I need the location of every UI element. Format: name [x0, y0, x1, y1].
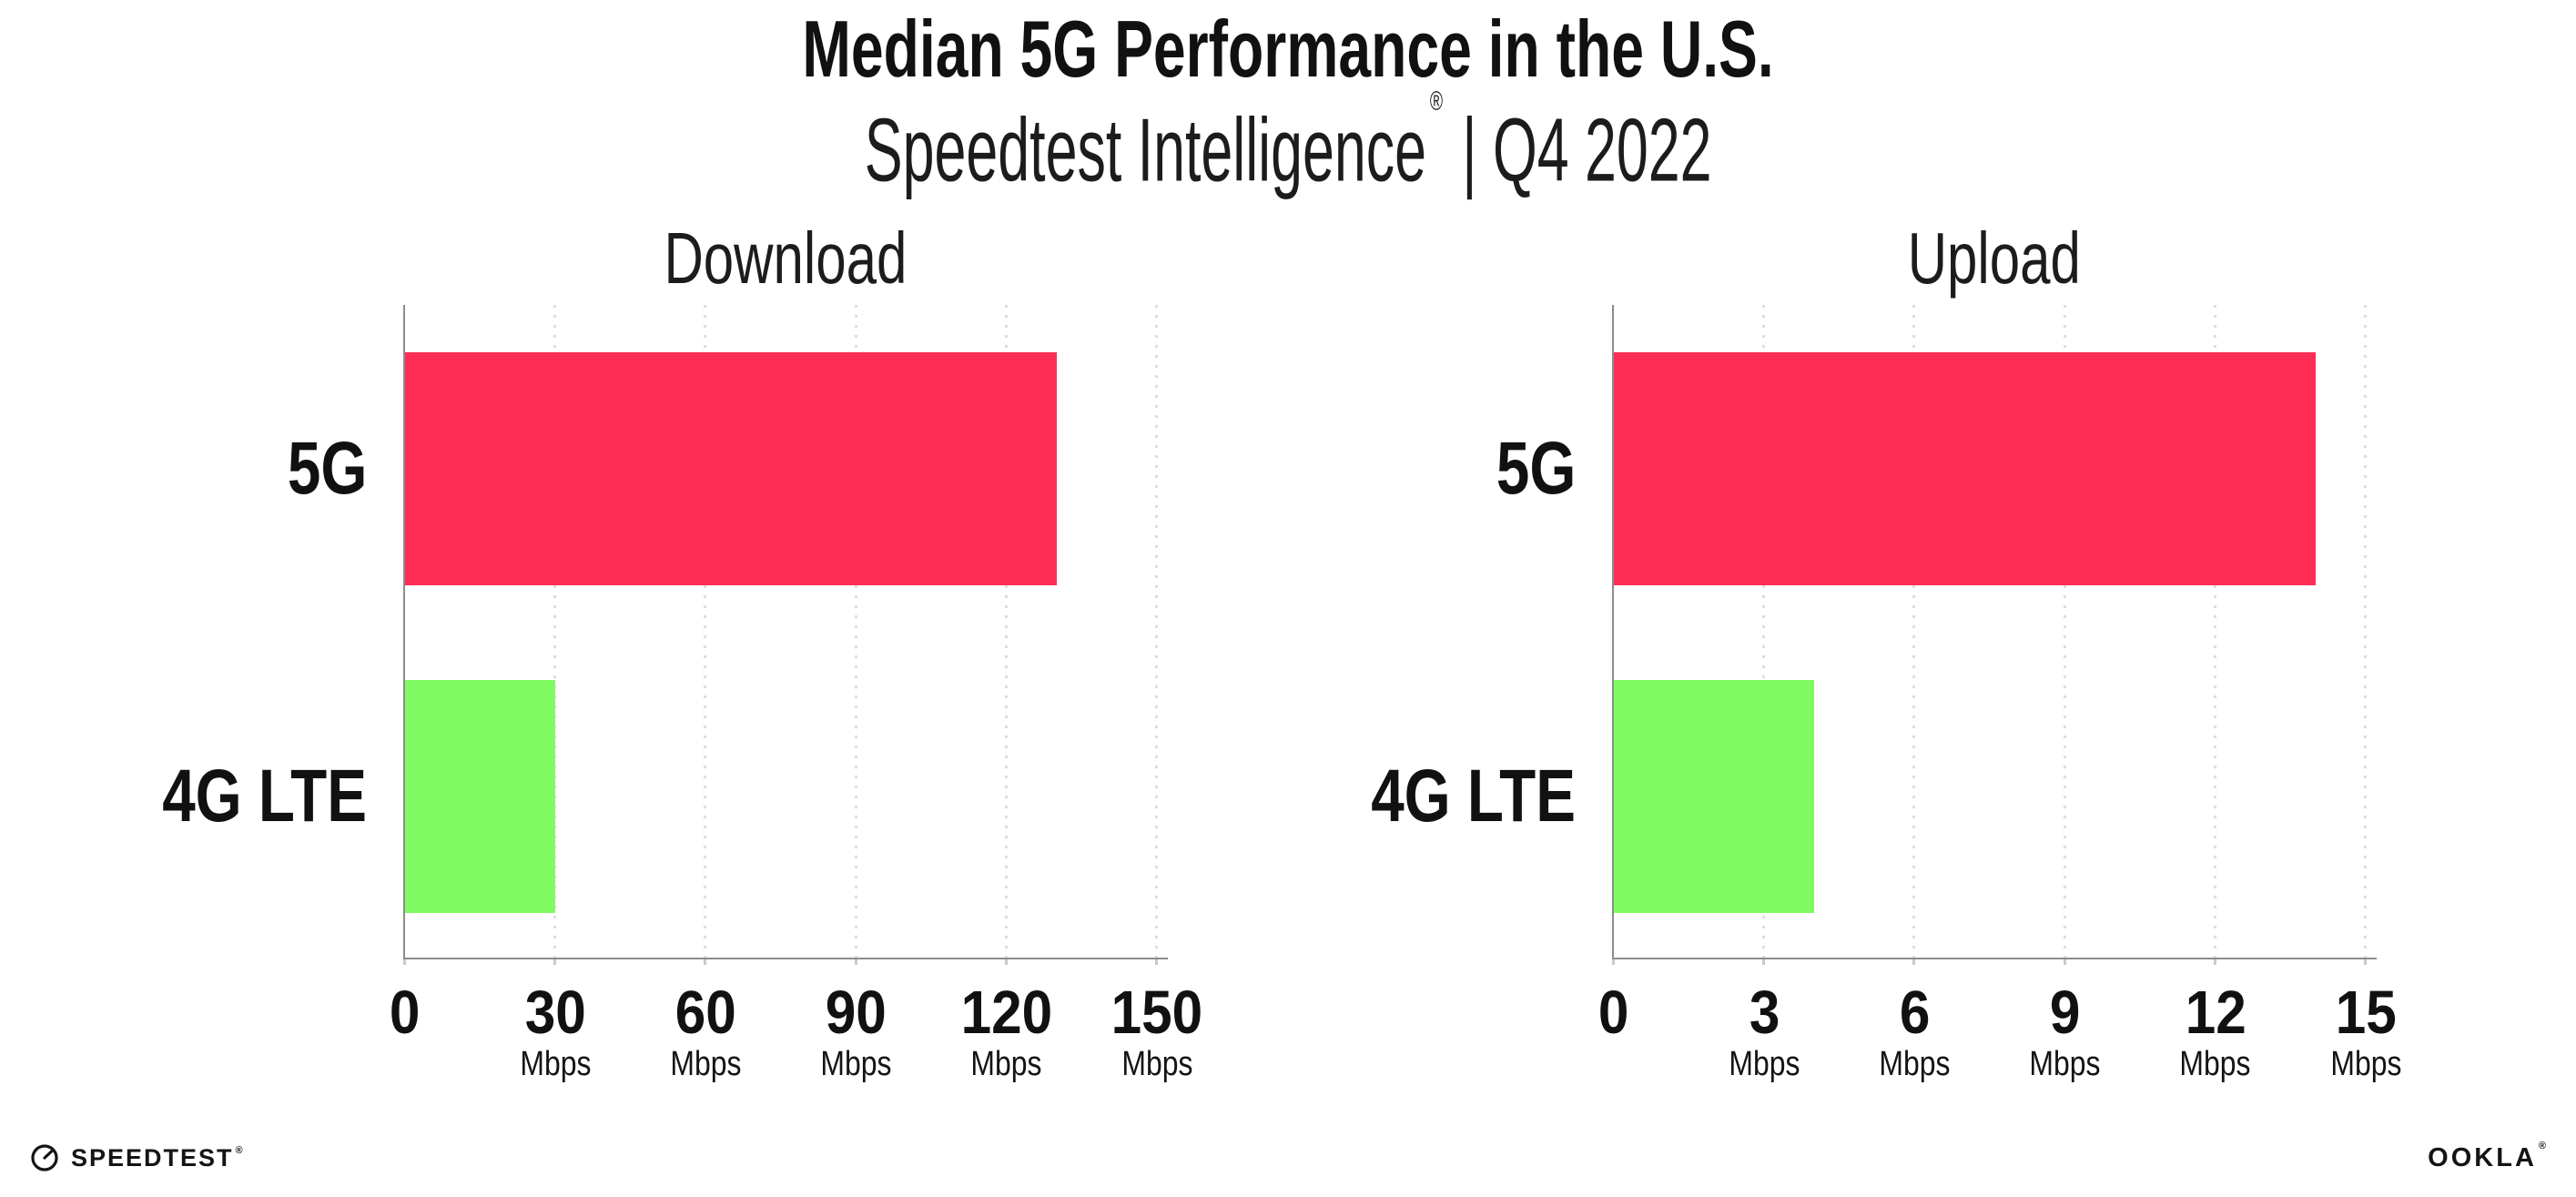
speedtest-logo: SPEEDTEST ®	[29, 1141, 243, 1174]
ookla-logo: OOKLA ®	[2428, 1141, 2549, 1173]
bar-5g-upload	[1614, 352, 2316, 585]
axis-tick-mark	[1612, 959, 1615, 965]
x-tick-label: 12 Mbps	[2179, 979, 2251, 1083]
axis-tick-mark	[854, 959, 857, 965]
upload-plot-area	[1612, 305, 2377, 965]
download-plot-area	[403, 305, 1168, 965]
x-tick-label: 60 Mbps	[670, 979, 742, 1083]
speedtest-registered-mark: ®	[235, 1145, 243, 1156]
bar-4g-lte-download	[405, 679, 556, 913]
x-tick-label: 0	[390, 979, 421, 1047]
category-label-5g: 5G	[287, 427, 367, 510]
axis-tick-mark	[2364, 959, 2367, 965]
grid-line	[2213, 305, 2216, 958]
grid-line	[1155, 305, 1158, 958]
axis-tick-mark	[2063, 959, 2066, 965]
category-label-4g-lte: 4G LTE	[1371, 755, 1576, 837]
grid-line	[1762, 305, 1766, 958]
grid-line	[854, 305, 857, 958]
page-subtitle: Speedtest Intelligence ® | Q4 2022	[0, 86, 2576, 200]
category-label-5g: 5G	[1496, 427, 1576, 510]
ookla-wordmark: OOKLA	[2428, 1143, 2537, 1172]
x-tick-label: 90 Mbps	[820, 979, 892, 1083]
x-tick-label: 6 Mbps	[1879, 979, 1951, 1083]
axis-tick-mark	[1762, 959, 1766, 965]
download-x-axis: 0 30 Mbps 60 Mbps 90 Mbps 120 Mbps 150 Mbps	[390, 979, 1202, 1097]
x-tick-label: 15 Mbps	[2329, 979, 2402, 1083]
page-title-text: Median 5G Performance in the U.S.	[802, 4, 1774, 94]
registered-mark: ®	[1429, 86, 1443, 117]
grid-line	[1004, 305, 1008, 958]
x-tick-label: 9 Mbps	[2029, 979, 2101, 1083]
speedtest-gauge-icon	[31, 1144, 58, 1172]
ookla-registered-mark: ®	[2538, 1141, 2549, 1152]
bar-5g-download	[405, 352, 1057, 585]
axis-tick-mark	[403, 959, 406, 965]
x-tick-label: 30 Mbps	[520, 979, 592, 1083]
x-tick-label: 120 Mbps	[960, 979, 1053, 1083]
x-tick-label: 150 Mbps	[1111, 979, 1203, 1083]
upload-chart-title: Upload	[1907, 218, 2082, 299]
page-title: Median 5G Performance in the U.S.	[0, 5, 2576, 93]
subtitle-period: | Q4 2022	[1445, 99, 1712, 200]
x-tick-label: 3 Mbps	[1729, 979, 1800, 1083]
download-chart-title: Download	[664, 218, 908, 299]
axis-tick-mark	[1912, 959, 1916, 965]
upload-x-axis: 0 3 Mbps 6 Mbps 9 Mbps 12 Mbps 15 Mbps	[1598, 979, 2401, 1097]
grid-line	[2364, 305, 2367, 958]
grid-line	[1912, 305, 1916, 958]
speedtest-wordmark: SPEEDTEST	[71, 1143, 234, 1172]
x-tick-label: 0	[1598, 979, 1629, 1047]
axis-tick-mark	[1004, 959, 1008, 965]
axis-tick-mark	[1155, 959, 1158, 965]
bar-4g-lte-upload	[1614, 679, 1815, 913]
axis-tick-mark	[2213, 959, 2216, 965]
grid-line	[553, 305, 557, 958]
page-subtitle-text: Speedtest Intelligence ® | Q4 2022	[864, 86, 1712, 200]
axis-tick-mark	[553, 959, 557, 965]
grid-line	[2063, 305, 2066, 958]
subtitle-brand: Speedtest Intelligence	[864, 99, 1426, 200]
axis-tick-mark	[704, 959, 707, 965]
category-label-4g-lte: 4G LTE	[162, 755, 367, 837]
grid-line	[704, 305, 707, 958]
